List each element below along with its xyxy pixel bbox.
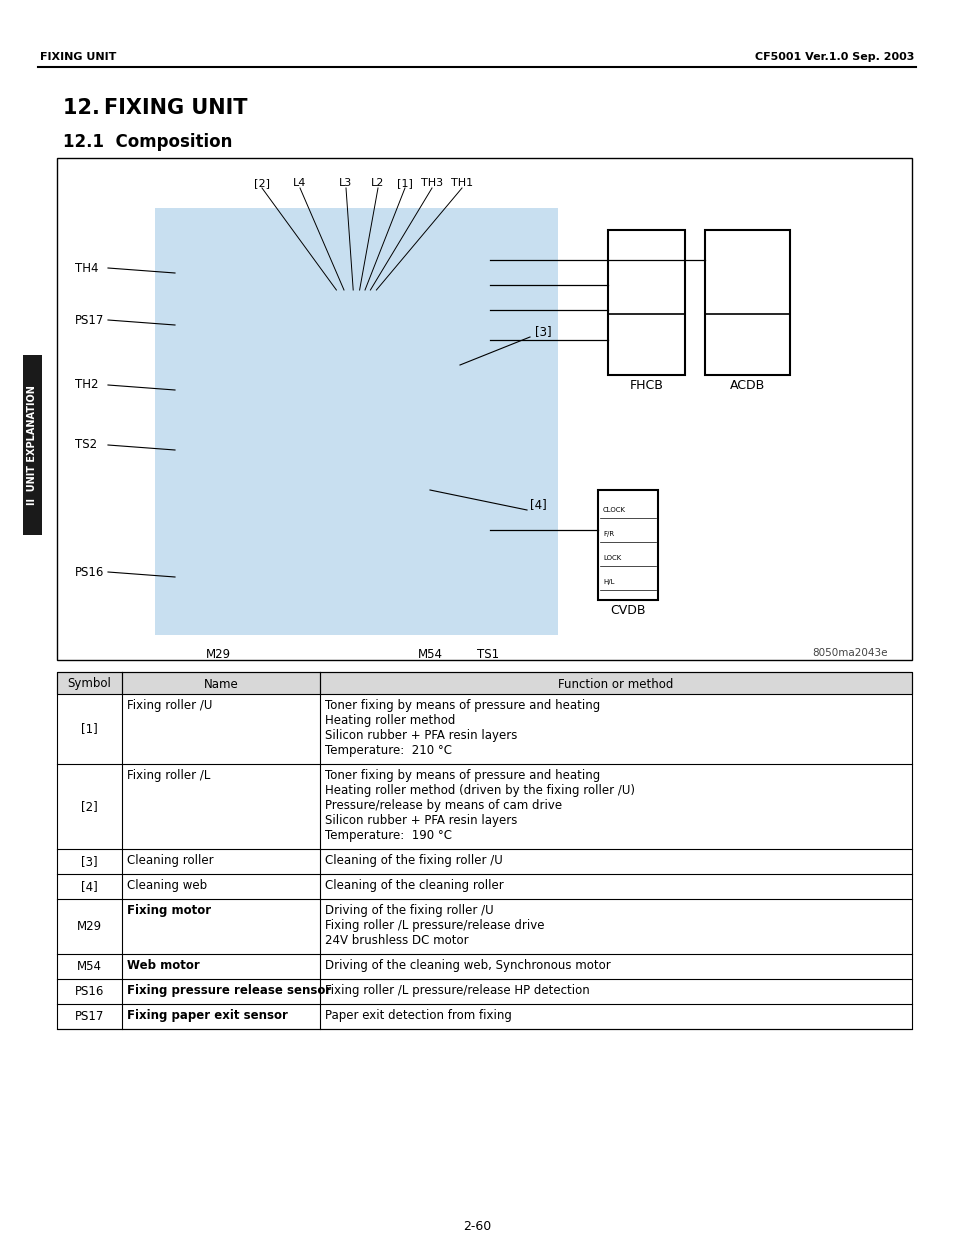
Text: 12.1  Composition: 12.1 Composition (63, 133, 233, 151)
Text: Heating roller method (driven by the fixing roller /U): Heating roller method (driven by the fix… (325, 784, 635, 797)
Text: Toner fixing by means of pressure and heating: Toner fixing by means of pressure and he… (325, 699, 599, 713)
Text: CVDB: CVDB (610, 604, 645, 618)
Text: Cleaning web: Cleaning web (127, 879, 207, 892)
Text: PS16: PS16 (75, 566, 104, 578)
Text: Cleaning roller: Cleaning roller (127, 853, 213, 867)
Bar (57, 672, 911, 694)
Text: [1]: [1] (81, 722, 98, 736)
Text: Web motor: Web motor (127, 960, 199, 972)
Text: CF5001 Ver.1.0 Sep. 2003: CF5001 Ver.1.0 Sep. 2003 (754, 52, 913, 62)
Text: TH1: TH1 (451, 178, 473, 188)
Text: Fixing roller /L pressure/release drive: Fixing roller /L pressure/release drive (325, 919, 544, 932)
Text: Cleaning of the fixing roller /U: Cleaning of the fixing roller /U (325, 853, 502, 867)
Bar (598, 490, 658, 600)
Text: [4]: [4] (81, 881, 98, 893)
Text: TH3: TH3 (420, 178, 442, 188)
Text: Cleaning of the cleaning roller: Cleaning of the cleaning roller (325, 879, 503, 892)
Text: PS16: PS16 (74, 986, 104, 998)
Bar (23, 354, 42, 535)
Text: FIXING UNIT: FIXING UNIT (40, 52, 116, 62)
Text: Symbol: Symbol (68, 678, 112, 690)
Text: Toner fixing by means of pressure and heating: Toner fixing by means of pressure and he… (325, 769, 599, 782)
Text: Fixing motor: Fixing motor (127, 904, 211, 918)
Text: L2: L2 (371, 178, 384, 188)
Text: Function or method: Function or method (558, 678, 673, 690)
Text: 24V brushless DC motor: 24V brushless DC motor (325, 934, 468, 947)
Text: TH2: TH2 (75, 378, 98, 391)
Text: Driving of the fixing roller /U: Driving of the fixing roller /U (325, 904, 493, 918)
Bar (154, 207, 558, 635)
Text: FHCB: FHCB (629, 379, 662, 391)
Text: M29: M29 (77, 920, 102, 932)
Text: L4: L4 (293, 178, 306, 188)
Text: Paper exit detection from fixing: Paper exit detection from fixing (325, 1009, 512, 1023)
Text: [2]: [2] (253, 178, 270, 188)
Text: PS17: PS17 (74, 1010, 104, 1023)
Text: Fixing roller /U: Fixing roller /U (127, 699, 213, 713)
Text: [4]: [4] (530, 499, 546, 511)
Text: Heating roller method: Heating roller method (325, 714, 455, 727)
Text: LOCK: LOCK (602, 555, 620, 561)
Text: ACDB: ACDB (729, 379, 764, 391)
Text: Temperature:  190 °C: Temperature: 190 °C (325, 829, 452, 842)
Text: M29: M29 (205, 648, 231, 661)
Text: Pressure/release by means of cam drive: Pressure/release by means of cam drive (325, 799, 561, 811)
Text: Fixing pressure release sensor: Fixing pressure release sensor (127, 984, 331, 997)
Text: [3]: [3] (81, 855, 98, 868)
Text: [1]: [1] (396, 178, 413, 188)
Text: TH4: TH4 (75, 262, 98, 274)
Text: F/R: F/R (602, 531, 614, 537)
Text: 2-60: 2-60 (462, 1220, 491, 1233)
Text: Fixing roller /L: Fixing roller /L (127, 769, 211, 782)
Bar (704, 230, 789, 375)
Text: Driving of the cleaning web, Synchronous motor: Driving of the cleaning web, Synchronous… (325, 960, 610, 972)
Bar (57, 158, 911, 659)
Text: Temperature:  210 °C: Temperature: 210 °C (325, 743, 452, 757)
Bar (607, 230, 684, 375)
Text: Silicon rubber + PFA resin layers: Silicon rubber + PFA resin layers (325, 814, 517, 827)
Text: TS1: TS1 (476, 648, 498, 661)
Text: 12. FIXING UNIT: 12. FIXING UNIT (63, 98, 247, 119)
Bar (57, 672, 911, 1029)
Text: Fixing roller /L pressure/release HP detection: Fixing roller /L pressure/release HP det… (325, 984, 589, 997)
Text: M54: M54 (77, 960, 102, 973)
Text: TS2: TS2 (75, 438, 97, 452)
Text: 8050ma2043e: 8050ma2043e (812, 648, 887, 658)
Text: CLOCK: CLOCK (602, 508, 625, 513)
Text: PS17: PS17 (75, 314, 104, 326)
Text: Silicon rubber + PFA resin layers: Silicon rubber + PFA resin layers (325, 729, 517, 742)
Text: H/L: H/L (602, 579, 614, 585)
Text: L3: L3 (339, 178, 353, 188)
Text: Fixing paper exit sensor: Fixing paper exit sensor (127, 1009, 288, 1023)
Text: [2]: [2] (81, 800, 98, 813)
Text: [3]: [3] (535, 326, 551, 338)
Text: M54: M54 (417, 648, 442, 661)
Text: Name: Name (203, 678, 238, 690)
Text: II  UNIT EXPLANATION: II UNIT EXPLANATION (28, 385, 37, 505)
